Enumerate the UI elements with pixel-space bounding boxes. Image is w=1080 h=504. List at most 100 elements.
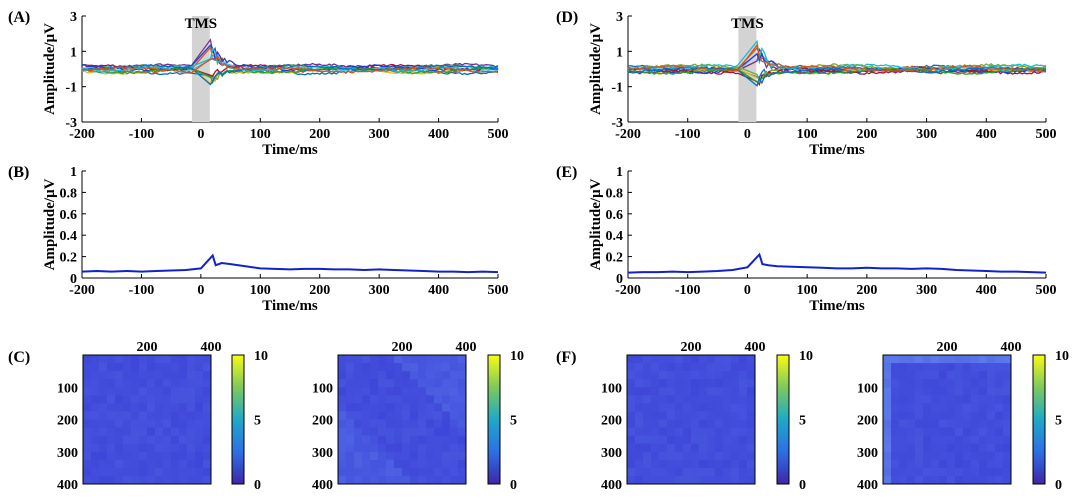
panel-label-f: (F): [556, 349, 576, 366]
heatmap-cell: [643, 459, 651, 468]
heatmap-cell: [915, 403, 923, 412]
heatmap-cell: [426, 411, 434, 420]
heatmap-cell: [1003, 363, 1011, 372]
colorbar-tick-label: 10: [799, 349, 813, 364]
heatmap-cell: [635, 419, 643, 428]
heatmap-cell: [675, 427, 683, 436]
y-tick-label: 100: [857, 381, 878, 396]
heatmap-cell: [458, 411, 466, 420]
heatmap-cell: [699, 427, 707, 436]
heatmap-cell: [187, 443, 195, 452]
heatmap-cell: [883, 467, 891, 476]
heatmap-cell: [747, 459, 755, 468]
heatmap-cell: [627, 355, 635, 364]
heatmap-cell: [195, 451, 203, 460]
heatmap-cell: [179, 395, 187, 404]
heatmap-cell: [747, 363, 755, 372]
channel-trace: [627, 43, 1047, 73]
heatmap-cell: [450, 467, 458, 476]
heatmap-cell: [99, 363, 107, 372]
heatmap-cell: [434, 371, 442, 380]
heatmap-cell: [115, 435, 123, 444]
heatmap-cell: [747, 435, 755, 444]
heatmap-cell: [434, 467, 442, 476]
heatmap-cell: [203, 443, 211, 452]
heatmap-cell: [442, 419, 450, 428]
heatmap-cell: [386, 435, 394, 444]
heatmap-cell: [139, 355, 147, 364]
heatmap-cell: [362, 451, 370, 460]
heatmap-cell: [426, 387, 434, 396]
heatmap-cell: [1003, 459, 1011, 468]
mean-amplitude-line: [81, 253, 499, 274]
heatmap-cell: [731, 427, 739, 436]
heatmap-cell: [83, 355, 91, 364]
heatmap-cell: [378, 443, 386, 452]
heatmap-cell: [91, 443, 99, 452]
heatmap-cell: [426, 403, 434, 412]
heatmap-cell: [386, 411, 394, 420]
heatmap-cell: [707, 451, 715, 460]
heatmap-cell: [707, 419, 715, 428]
heatmap-cell: [683, 419, 691, 428]
heatmap-cell: [707, 435, 715, 444]
heatmap-cell: [963, 379, 971, 388]
heatmap-cell: [91, 403, 99, 412]
heatmap-cell: [171, 387, 179, 396]
heatmap-cell: [378, 467, 386, 476]
heatmap-cell: [370, 363, 378, 372]
heatmap-cell: [627, 475, 635, 484]
heatmap-cell: [979, 443, 987, 452]
y-tick-label: 0.6: [60, 208, 78, 223]
heatmap-cell: [739, 451, 747, 460]
heatmap-cell: [155, 475, 163, 484]
heatmap-cell: [995, 475, 1003, 484]
heatmap-cell: [163, 403, 171, 412]
heatmap-cell: [667, 451, 675, 460]
heatmap-cell: [635, 395, 643, 404]
heatmap-cell: [923, 475, 931, 484]
heatmap-cell: [739, 395, 747, 404]
heatmap-cell: [635, 427, 643, 436]
heatmap-cell: [963, 371, 971, 380]
x-tick-label: 200: [392, 340, 413, 355]
heatmap-cell: [195, 467, 203, 476]
heatmap-cell: [979, 403, 987, 412]
heatmap-cell: [203, 387, 211, 396]
heatmap-cell: [891, 411, 899, 420]
heatmap-cell: [883, 411, 891, 420]
heatmap-matrix: [627, 355, 755, 484]
heatmap-cell: [987, 363, 995, 372]
y-axis-label: Amplitude/μV: [588, 178, 604, 270]
heatmap-cell: [931, 371, 939, 380]
heatmap-cell: [747, 379, 755, 388]
x-tick-label: 300: [369, 127, 390, 142]
heatmap-cell: [635, 443, 643, 452]
heatmap-cell: [107, 403, 115, 412]
heatmap-cell: [187, 371, 195, 380]
colorbar-tick-label: 5: [799, 414, 806, 429]
y-tick-label: 3: [616, 10, 623, 25]
heatmap-cell: [979, 379, 987, 388]
heatmap-cell: [739, 379, 747, 388]
heatmap-cell: [426, 427, 434, 436]
heatmap-cell: [107, 411, 115, 420]
heatmap-cell: [147, 427, 155, 436]
heatmap-cell: [643, 387, 651, 396]
heatmap-cell: [691, 379, 699, 388]
heatmap-cell: [91, 363, 99, 372]
heatmap-cell: [338, 451, 346, 460]
heatmap-cell: [907, 443, 915, 452]
heatmap-cell: [987, 403, 995, 412]
heatmap-cell: [963, 451, 971, 460]
heatmap-cell: [394, 459, 402, 468]
heatmap-cell: [163, 467, 171, 476]
heatmap-cell: [410, 387, 418, 396]
heatmap-cell: [683, 443, 691, 452]
heatmap-cell: [723, 411, 731, 420]
heatmap-cell: [115, 355, 123, 364]
heatmap-cell: [939, 467, 947, 476]
heatmap-cell: [370, 459, 378, 468]
heatmap-cell: [83, 467, 91, 476]
heatmap-cell: [683, 451, 691, 460]
